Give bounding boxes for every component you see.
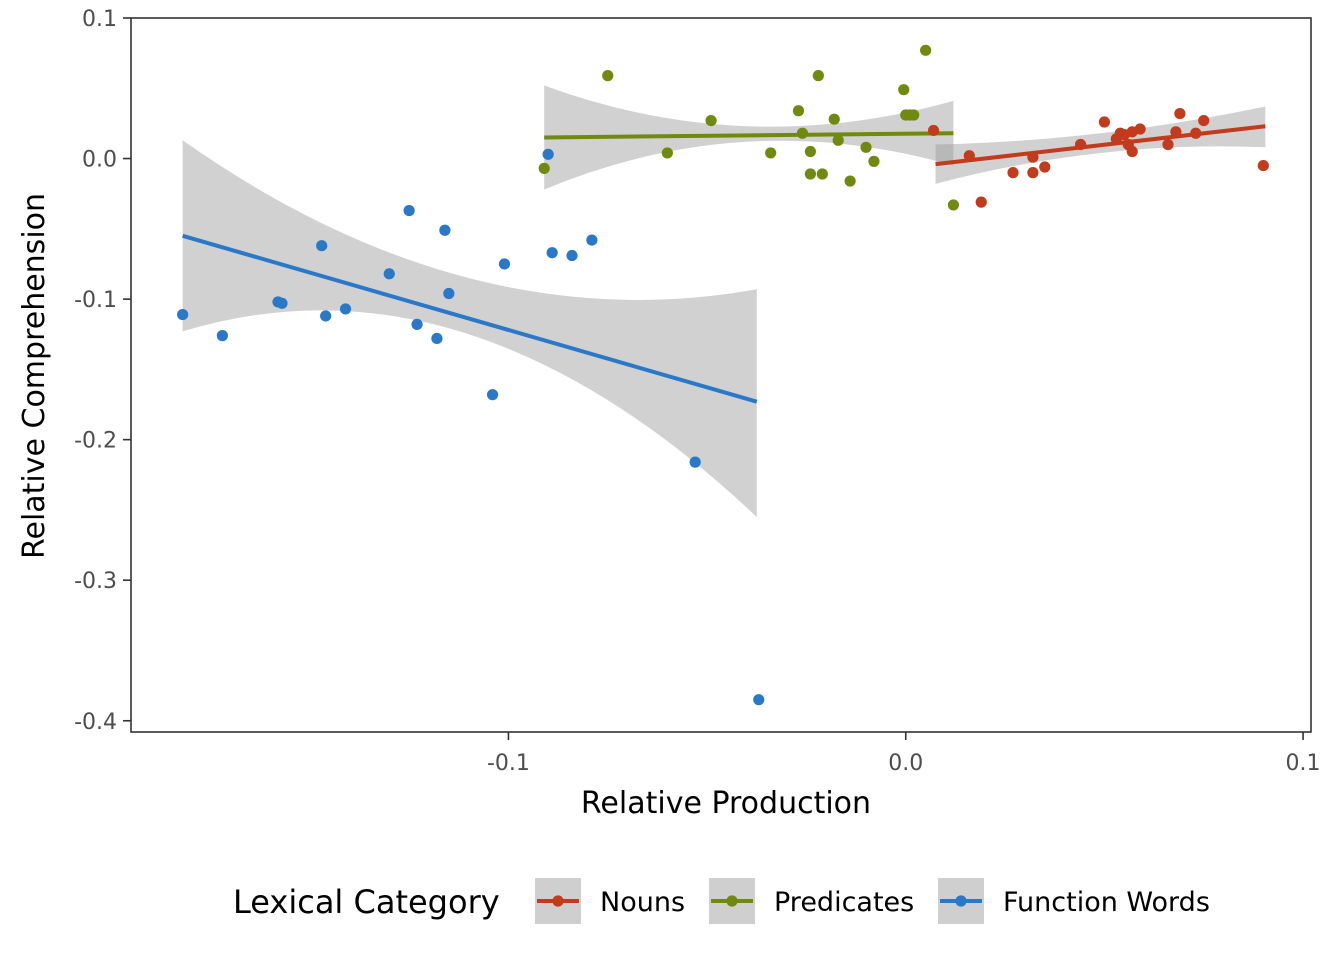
function-words-point-13: [443, 287, 455, 300]
data-points: [177, 44, 1269, 706]
predicates-point-13: [832, 134, 844, 146]
predicates-point-16: [868, 155, 880, 167]
nouns-point-21: [1198, 115, 1210, 127]
predicates-point-14: [844, 175, 856, 187]
fit-lines: [182, 124, 1266, 404]
nouns-point-2: [963, 150, 975, 162]
y-tick-label: -0.4: [74, 710, 117, 735]
nouns-point-19: [1174, 107, 1186, 120]
y-tick-label: -0.1: [74, 288, 117, 313]
legend-label-nouns: Nouns: [600, 887, 685, 918]
function-words-point-5: [316, 240, 328, 252]
legend: Lexical Category Nouns Predicates Function…: [233, 878, 1210, 924]
function-words-point-15: [498, 258, 511, 270]
predicates-point-8: [804, 145, 816, 158]
legend-title: Lexical Category: [233, 883, 500, 921]
predicates-confidence-band: [544, 85, 954, 190]
nouns-point-3: [975, 196, 987, 208]
predicates-point-7: [796, 127, 809, 139]
x-tick-label: 0.0: [888, 751, 923, 776]
x-axis-title: Relative Production: [581, 786, 871, 821]
predicates-point-12: [828, 113, 840, 125]
y-tick-label: -0.2: [74, 429, 117, 454]
predicates-point-15: [860, 141, 872, 153]
function-words-fit-line: [182, 233, 758, 404]
nouns-point-22: [1257, 159, 1269, 172]
nouns-point-17: [1162, 138, 1174, 151]
legend-item-predicates: Predicates: [709, 878, 914, 924]
nouns-point-16: [1134, 123, 1146, 135]
legend-label-function-words: Function Words: [1003, 887, 1210, 918]
function-words-point-16: [542, 148, 554, 160]
function-words-point-6: [320, 310, 332, 322]
function-words-point-7: [339, 303, 352, 315]
function-words-point-9: [403, 204, 415, 217]
legend-key-point-predicates: [726, 895, 738, 907]
predicates-point-3: [661, 147, 673, 159]
nouns-point-4: [1007, 167, 1019, 179]
predicates-point-9: [804, 168, 816, 180]
nouns-point-20: [1190, 127, 1202, 139]
legend-key-point-function-words: [955, 895, 967, 907]
predicates-point-6: [792, 105, 805, 117]
legend-label-predicates: Predicates: [774, 887, 914, 918]
function-words-point-8: [383, 268, 395, 280]
function-words-point-20: [689, 456, 701, 468]
y-tick-label: -0.3: [74, 569, 117, 594]
nouns-point-7: [1039, 161, 1051, 173]
nouns-point-15: [1126, 145, 1138, 158]
nouns-point-6: [1027, 151, 1039, 163]
function-words-point-17: [546, 247, 558, 259]
y-axis-title: Relative Comprehension: [17, 193, 52, 559]
predicates-point-11: [816, 168, 828, 180]
axes: -0.1 0.0 0.1 0.1 0.0 -0.1 -0.2 -0.3 -0.4: [74, 7, 1320, 776]
nouns-fit-line: [935, 124, 1266, 167]
plot-panel-border: [130, 17, 1312, 733]
x-tick-label: -0.1: [487, 751, 530, 776]
function-words-point-11: [431, 332, 443, 345]
legend-item-function-words: Function Words: [938, 878, 1210, 924]
nouns-point-9: [1098, 116, 1111, 128]
function-words-point-4: [276, 297, 288, 309]
predicates-point-20: [898, 84, 910, 96]
function-words-confidence-band: [182, 140, 757, 517]
predicates-point-4: [705, 115, 717, 127]
function-words-point-10: [411, 318, 423, 331]
function-words-point-14: [486, 389, 499, 401]
nouns-point-1: [927, 124, 940, 137]
nouns-point-8: [1074, 138, 1087, 151]
function-words-point-1: [177, 308, 189, 321]
predicates-point-19: [908, 109, 920, 121]
nouns-point-18: [1170, 126, 1182, 138]
x-tick-label: 0.1: [1286, 751, 1321, 776]
function-words-point-12: [439, 224, 451, 236]
function-words-point-18: [566, 249, 578, 262]
predicates-point-10: [812, 70, 824, 82]
legend-key-point-nouns: [552, 895, 564, 907]
y-tick-label: 0.0: [82, 148, 117, 173]
predicates-point-22: [947, 199, 960, 211]
nouns-point-5: [1027, 167, 1039, 179]
legend-item-nouns: Nouns: [535, 878, 685, 924]
function-words-point-19: [586, 234, 598, 246]
predicates-fit-line: [544, 131, 954, 140]
function-words-point-2: [216, 330, 228, 342]
y-tick-label: 0.1: [82, 7, 117, 32]
predicates-point-2: [602, 70, 614, 82]
predicates-point-21: [920, 44, 932, 56]
predicates-point-5: [765, 147, 777, 159]
predicates-point-1: [538, 162, 550, 174]
function-words-point-21: [753, 694, 765, 706]
